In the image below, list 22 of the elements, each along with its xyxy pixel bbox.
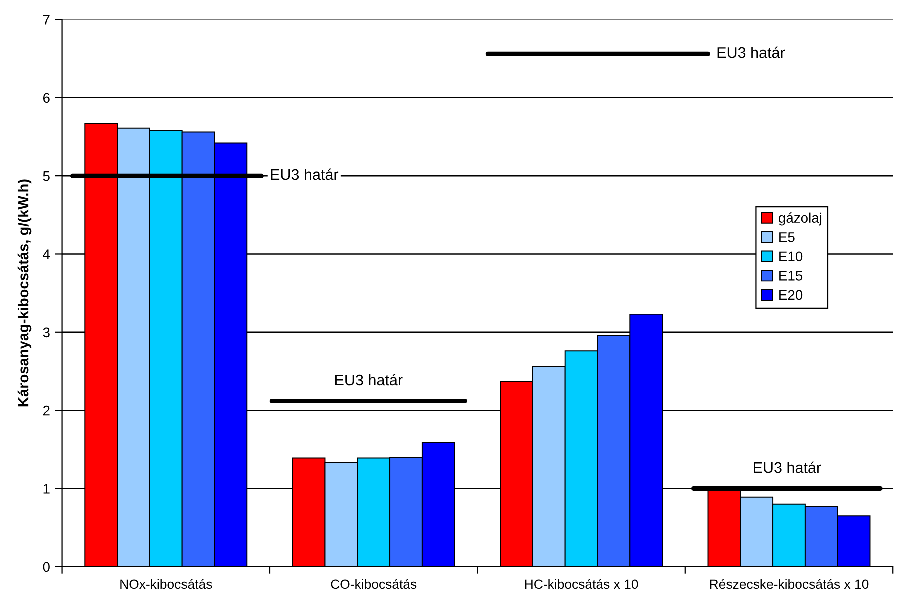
ref-line-label: EU3 határ [336, 374, 403, 386]
y-tick-label: 5 [43, 172, 50, 182]
legend-label: E5 [780, 232, 795, 242]
legend-label: E10 [780, 252, 803, 262]
y-tick-label: 7 [43, 15, 50, 25]
y-tick-label: 2 [43, 406, 50, 416]
x-tick-label: HC-kibocsátás x 10 [525, 579, 638, 590]
ref-line-label: EU3 határ [754, 462, 822, 474]
y-tick-label: 4 [43, 250, 50, 260]
x-tick-label: Részecske-kibocsátás x 10 [710, 579, 869, 590]
legend-label: gázolaj [779, 212, 822, 226]
y-tick-label: 0 [43, 562, 50, 572]
legend-label: E20 [780, 290, 803, 300]
x-tick-label: NOx-kibocsátás [120, 579, 212, 590]
ref-line-label: EU3 határ [718, 46, 786, 58]
ref-line-label: EU3 határ [271, 168, 339, 180]
y-axis-title: Károsanyag-kibocsátás, g/(kW.h) [18, 180, 32, 407]
x-tick-label: CO-kibocsátás [331, 579, 417, 590]
legend-label: E15 [780, 271, 803, 281]
y-tick-label: 1 [44, 484, 50, 494]
y-tick-label: 6 [43, 93, 50, 104]
y-tick-label: 3 [43, 328, 50, 338]
